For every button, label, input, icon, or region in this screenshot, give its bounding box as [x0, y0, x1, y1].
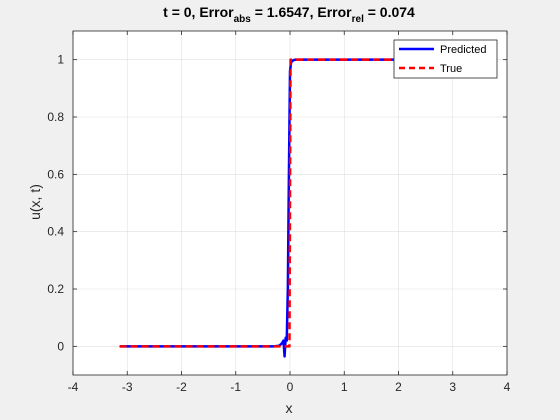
y-tick-label: 0 [57, 339, 64, 353]
data-series [119, 58, 461, 358]
y-tick-label: 1 [57, 53, 64, 67]
x-tick-label: -1 [230, 380, 241, 394]
chart-title: t = 0, Errorabs = 1.6547, Errorrel = 0.0… [163, 4, 415, 25]
x-tick-label: 1 [341, 380, 348, 394]
series-line-true [119, 58, 461, 348]
x-tick-label: -3 [122, 380, 133, 394]
x-tick-label: -4 [68, 380, 79, 394]
y-tick-label: 0.8 [47, 110, 64, 124]
x-tick-label: 4 [504, 380, 511, 394]
legend-label-predicted: Predicted [440, 44, 486, 56]
y-tick-label: 0.4 [47, 225, 64, 239]
legend-label-true: True [440, 63, 462, 75]
x-axis-label: x [286, 400, 293, 416]
legend[interactable]: Predicted True [393, 39, 498, 79]
y-axis-label: u(x, t) [27, 184, 43, 220]
x-tick-label: 3 [449, 380, 456, 394]
x-tick-label: 0 [287, 380, 294, 394]
series-line-predicted [119, 58, 461, 358]
ticks: -4 -3 -2 -1 0 1 2 3 4 0 0.2 0.4 0.6 0.8 1 [47, 31, 511, 394]
x-tick-label: 2 [395, 380, 402, 394]
legend-box [393, 39, 498, 79]
y-tick-label: 0.2 [47, 282, 64, 296]
x-tick-label: -2 [176, 380, 187, 394]
y-tick-label: 0.6 [47, 167, 64, 181]
